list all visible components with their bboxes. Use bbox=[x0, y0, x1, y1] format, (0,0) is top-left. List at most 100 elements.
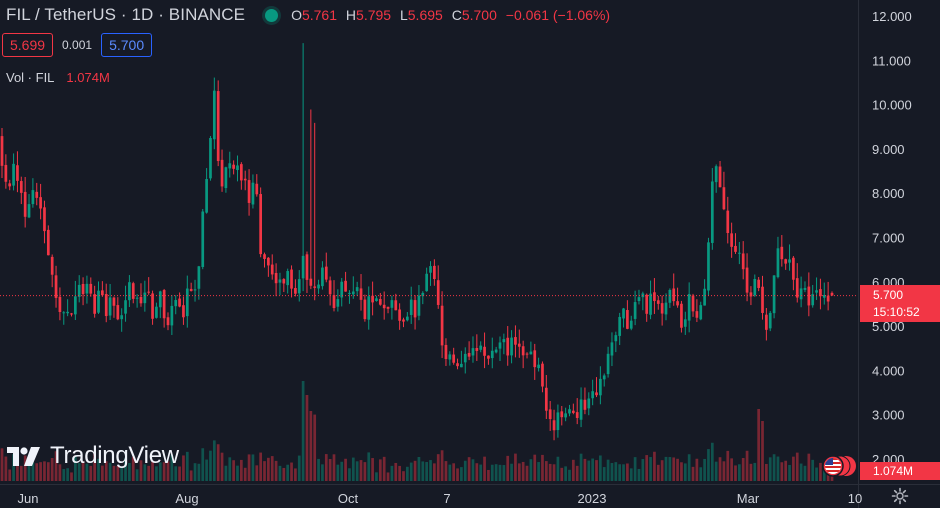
volume-bar bbox=[247, 454, 251, 481]
volume-bar bbox=[514, 453, 517, 481]
volume-bar bbox=[645, 455, 649, 481]
candle-body bbox=[31, 190, 35, 205]
candle-body bbox=[548, 409, 552, 420]
volume-bar bbox=[382, 456, 386, 481]
volume-bar bbox=[294, 468, 297, 481]
volume-bar bbox=[444, 461, 448, 481]
volume-bar bbox=[498, 464, 502, 481]
candle-body bbox=[734, 245, 737, 252]
candle-body bbox=[525, 353, 529, 355]
volume-bar bbox=[599, 455, 602, 481]
candle-body bbox=[201, 211, 205, 267]
close-value: 5.700 bbox=[461, 7, 497, 23]
candle-body bbox=[599, 378, 602, 396]
candle-body bbox=[170, 305, 174, 326]
volume-bar bbox=[529, 459, 533, 481]
candle-body bbox=[4, 164, 8, 182]
volume-bar bbox=[35, 463, 39, 481]
y-tick-label: 4.000 bbox=[872, 363, 905, 378]
candle-body bbox=[707, 242, 710, 291]
volume-bar bbox=[753, 462, 757, 481]
candle-body bbox=[726, 210, 730, 234]
candle-body bbox=[189, 288, 193, 292]
volume-bar bbox=[568, 469, 571, 481]
volume-bar bbox=[815, 467, 818, 481]
candle-body bbox=[788, 259, 791, 263]
candle-body bbox=[120, 315, 124, 320]
candle-body bbox=[340, 281, 344, 298]
candle-body bbox=[162, 290, 166, 319]
volume-bar bbox=[541, 454, 544, 481]
candle-body bbox=[324, 266, 328, 280]
volume-bar bbox=[672, 457, 676, 481]
candle-body bbox=[43, 207, 46, 232]
tradingview-brand: TradingView bbox=[50, 442, 179, 469]
volume-bar bbox=[467, 457, 471, 481]
candle-body bbox=[305, 254, 309, 280]
volume-bar bbox=[560, 467, 564, 481]
candle-body bbox=[23, 191, 27, 217]
candle-body bbox=[425, 273, 429, 292]
change-value: −0.061 (−1.06%) bbox=[505, 7, 611, 23]
candle-body bbox=[691, 295, 695, 312]
volume-bar bbox=[50, 458, 54, 481]
candle-body bbox=[382, 304, 386, 309]
open-label: O bbox=[291, 7, 302, 23]
volume-bar bbox=[606, 459, 610, 481]
market-status-icon[interactable] bbox=[265, 8, 279, 22]
candle-body bbox=[552, 420, 556, 431]
candle-body bbox=[718, 166, 722, 188]
volume-bar bbox=[236, 465, 239, 481]
candle-body bbox=[695, 311, 699, 318]
candle-body bbox=[456, 363, 459, 367]
buy-button[interactable]: 5.700 bbox=[101, 33, 153, 57]
volume-bar bbox=[255, 465, 259, 481]
y-tick-label: 8.000 bbox=[872, 186, 905, 201]
volume-bar bbox=[656, 464, 660, 481]
volume-legend-label: Vol · FIL bbox=[6, 70, 55, 85]
volume-bar bbox=[614, 462, 618, 481]
volume-bar bbox=[54, 451, 58, 481]
sell-button[interactable]: 5.699 bbox=[2, 33, 54, 57]
candle-body bbox=[35, 191, 39, 198]
candle-body bbox=[151, 293, 154, 319]
tradingview-logo[interactable]: TradingView bbox=[6, 442, 179, 470]
candle-body bbox=[128, 282, 131, 301]
candle-body bbox=[556, 412, 560, 431]
candle-body bbox=[278, 279, 282, 283]
volume-legend[interactable]: Vol · FIL 1.074M bbox=[6, 70, 110, 85]
candle-body bbox=[629, 320, 633, 329]
candle-body bbox=[610, 342, 614, 356]
volume-bar bbox=[819, 462, 822, 481]
volume-bar bbox=[116, 465, 120, 481]
last-price-value: 5.700 bbox=[873, 288, 904, 302]
candle-body bbox=[371, 295, 374, 303]
volume-bar bbox=[730, 458, 733, 481]
candle-body bbox=[309, 278, 313, 286]
candle-body bbox=[502, 339, 506, 343]
volume-bar bbox=[286, 464, 290, 481]
y-tick-label: 9.000 bbox=[872, 142, 905, 157]
low-label: L bbox=[399, 7, 408, 23]
flag-icon[interactable] bbox=[818, 453, 858, 479]
candle-body bbox=[815, 290, 818, 293]
candle-body bbox=[595, 392, 598, 396]
candle-body bbox=[498, 342, 502, 349]
candle-body bbox=[259, 194, 263, 255]
volume-bar bbox=[776, 456, 780, 481]
settings-gear-icon[interactable] bbox=[891, 487, 909, 505]
candle-body bbox=[703, 288, 706, 306]
candle-body bbox=[220, 159, 224, 187]
symbol-title[interactable]: FIL / TetherUS · 1D · BINANCE bbox=[6, 5, 246, 24]
candle-body bbox=[185, 288, 189, 317]
volume-bar bbox=[212, 440, 216, 481]
ohlc-values: O5.761 H5.795 L5.695 C5.700 −0.061 (−1.0… bbox=[291, 7, 615, 23]
volume-bar bbox=[680, 462, 683, 481]
candle-body bbox=[436, 280, 440, 305]
candle-body bbox=[807, 286, 811, 306]
volume-bar bbox=[602, 467, 606, 481]
volume-bar bbox=[521, 461, 525, 481]
volume-bar bbox=[579, 453, 583, 481]
candle-body bbox=[290, 269, 293, 289]
